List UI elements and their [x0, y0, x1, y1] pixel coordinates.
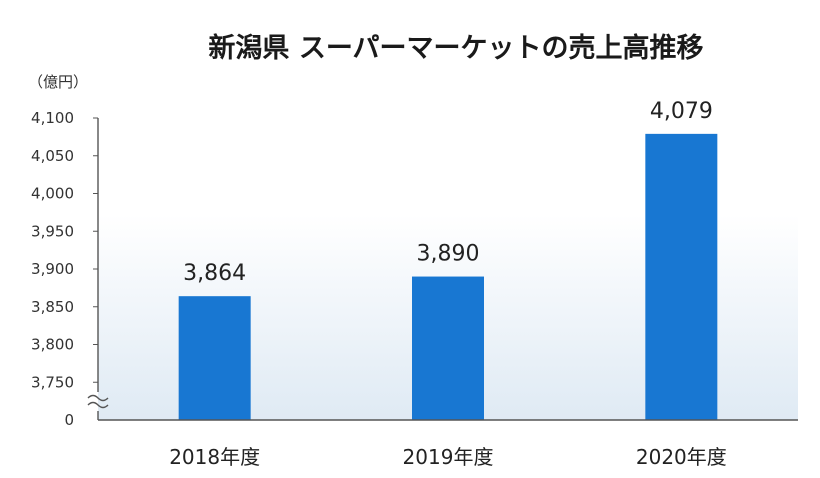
- x-category-label: 2020年度: [636, 445, 727, 469]
- y-tick-label: 3,850: [31, 298, 74, 316]
- bar: [645, 133, 718, 421]
- bar-value-label: 4,079: [650, 99, 713, 124]
- y-axis-ticks: 3,750 3,800 3,850 3,900 3,950 4,000 4,050 4,100: [31, 109, 98, 391]
- x-axis-category-labels: 2018年度 2019年度 2020年度: [169, 445, 727, 469]
- y-tick-label-zero: 0: [64, 411, 74, 429]
- x-category-label: 2018年度: [169, 445, 260, 469]
- bar-value-label: 3,864: [183, 261, 246, 286]
- y-tick-label: 4,000: [31, 185, 74, 203]
- axis-break-icon: [87, 394, 109, 409]
- y-tick-label: 3,800: [31, 336, 74, 354]
- y-tick-label: 3,900: [31, 260, 74, 278]
- x-category-label: 2019年度: [403, 445, 494, 469]
- y-tick-label: 3,750: [31, 373, 74, 391]
- y-tick-label: 4,050: [31, 147, 74, 165]
- y-axis-unit-label: （億円）: [28, 73, 88, 91]
- bar: [178, 296, 251, 420]
- bar-value-label: 3,890: [417, 242, 480, 267]
- bars: [178, 133, 718, 421]
- chart-title: 新潟県 スーパーマーケットの売上高推移: [208, 32, 703, 64]
- value-labels: 3,864 3,890 4,079: [183, 99, 713, 286]
- y-tick-label: 3,950: [31, 222, 74, 240]
- bar: [412, 276, 484, 420]
- y-tick-label: 4,100: [31, 109, 74, 127]
